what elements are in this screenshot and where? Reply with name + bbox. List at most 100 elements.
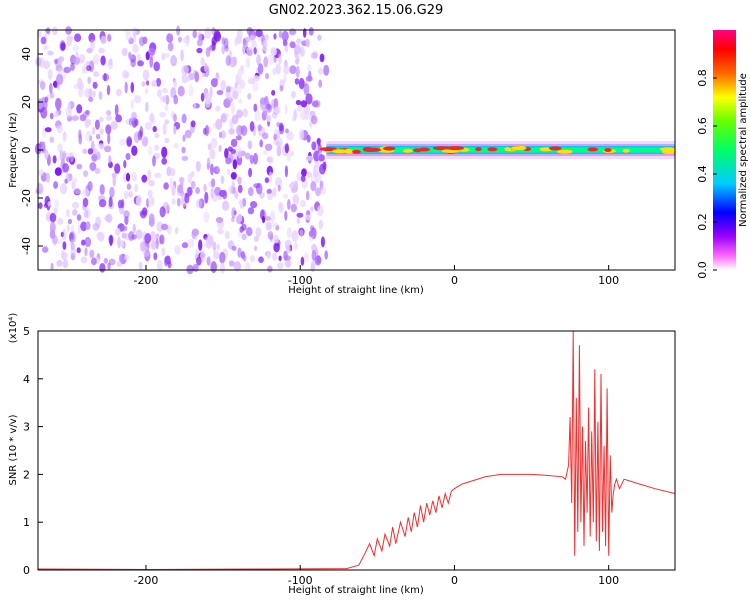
noise-speckle	[71, 115, 79, 121]
noise-speckle	[272, 67, 277, 76]
noise-speckle	[196, 198, 202, 209]
noise-speckle	[247, 93, 252, 100]
noise-speckle	[42, 246, 49, 253]
noise-speckle	[91, 257, 97, 266]
noise-speckle	[125, 32, 132, 41]
noise-speckle	[187, 186, 193, 196]
noise-speckle	[232, 159, 238, 170]
noise-speckle	[234, 38, 238, 47]
noise-speckle	[267, 101, 271, 111]
noise-speckle	[115, 227, 121, 235]
signal-hotspot	[402, 148, 413, 153]
noise-speckle	[285, 128, 289, 134]
noise-speckle	[89, 249, 95, 259]
noise-speckle	[109, 186, 115, 198]
noise-speckle	[271, 222, 279, 228]
noise-speckle	[178, 176, 185, 183]
x-tick-label: 100	[598, 574, 619, 587]
noise-speckle	[272, 252, 277, 261]
noise-speckle	[62, 163, 70, 173]
noise-speckle	[74, 187, 81, 195]
noise-speckle	[195, 187, 201, 194]
noise-speckle	[124, 254, 130, 261]
noise-speckle	[241, 233, 247, 241]
noise-speckle	[131, 171, 137, 182]
noise-speckle	[66, 224, 70, 233]
noise-speckle	[144, 88, 149, 94]
snr-series-line	[37, 330, 676, 571]
y-tick-label: -20	[20, 189, 33, 207]
noise-speckle	[155, 77, 162, 87]
noise-speckle	[181, 73, 188, 84]
noise-speckle	[157, 88, 162, 98]
noise-speckle	[73, 56, 81, 65]
noise-speckle	[85, 221, 91, 231]
noise-speckle	[55, 97, 62, 110]
noise-speckle	[154, 132, 160, 139]
noise-speckle	[210, 78, 218, 88]
noise-speckle	[54, 199, 60, 209]
noise-speckle	[118, 254, 122, 261]
noise-speckle	[131, 111, 137, 122]
noise-speckle	[297, 105, 303, 113]
noise-speckle	[306, 155, 314, 161]
noise-speckle	[211, 178, 216, 188]
colorbar-tick-label: 0.6	[696, 117, 709, 135]
noise-speckle	[99, 143, 105, 150]
noise-speckle	[149, 112, 155, 123]
noise-speckle	[130, 58, 136, 68]
noise-speckle	[41, 126, 47, 138]
noise-speckle	[262, 132, 269, 140]
noise-speckle	[228, 128, 235, 135]
noise-speckle	[224, 230, 230, 240]
noise-speckle	[225, 96, 233, 104]
noise-speckle	[204, 124, 209, 137]
noise-speckle	[314, 100, 321, 108]
noise-speckle	[318, 219, 323, 230]
noise-speckle	[278, 205, 284, 214]
noise-speckle	[276, 121, 281, 128]
noise-speckle	[108, 234, 114, 245]
noise-speckle	[236, 86, 242, 94]
noise-speckle	[261, 110, 268, 121]
signal-hotspot	[604, 148, 612, 152]
noise-speckle	[209, 148, 216, 160]
noise-speckle	[245, 226, 253, 237]
noise-speckle	[49, 212, 57, 223]
x-tick-label: -100	[288, 574, 313, 587]
noise-speckle	[284, 259, 292, 268]
y-tick-label: 20	[20, 95, 33, 109]
noise-speckle	[188, 84, 194, 97]
noise-speckle	[53, 110, 59, 118]
noise-speckle	[306, 190, 310, 201]
noise-speckle	[298, 77, 305, 90]
noise-speckle	[124, 71, 130, 79]
noise-speckle	[156, 221, 164, 233]
noise-speckle	[304, 110, 310, 121]
noise-speckle	[272, 187, 277, 197]
y-tick-label: 0	[23, 564, 30, 577]
noise-speckle	[282, 39, 288, 47]
noise-speckle	[125, 119, 131, 125]
noise-speckle	[132, 223, 136, 234]
noise-speckle	[253, 47, 257, 55]
noise-speckle	[276, 145, 282, 157]
noise-speckle	[220, 175, 225, 185]
noise-speckle	[284, 165, 288, 178]
noise-speckle	[80, 221, 88, 232]
noise-speckle	[250, 201, 258, 209]
noise-speckle	[310, 181, 317, 192]
noise-speckle	[284, 143, 289, 154]
noise-speckle	[208, 44, 216, 52]
noise-speckle	[290, 150, 295, 157]
noise-speckle	[255, 29, 263, 38]
noise-speckle	[279, 124, 285, 135]
noise-speckle	[292, 194, 299, 205]
noise-speckle	[279, 85, 284, 92]
noise-speckle	[107, 33, 112, 42]
noise-speckle	[140, 241, 146, 252]
noise-speckle	[100, 35, 107, 44]
noise-speckle	[252, 81, 259, 92]
noise-speckle	[259, 192, 265, 199]
